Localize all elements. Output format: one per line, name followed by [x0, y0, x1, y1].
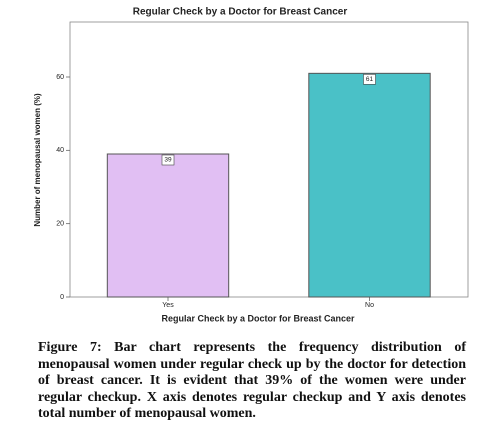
value-label-box	[363, 74, 376, 85]
y-tick-label: 40	[56, 147, 64, 154]
chart-title: Regular Check by a Doctor for Breast Can…	[133, 7, 348, 18]
x-tick-label: No	[365, 302, 374, 309]
value-label-box	[161, 154, 175, 166]
figure-caption: Figure 7: Bar chart represents the frequ…	[38, 340, 466, 421]
y-axis-label: Number of menopausal women (%)	[33, 93, 42, 227]
x-axis-label: Regular Check by a Doctor for Breast Can…	[161, 313, 355, 323]
bar	[308, 72, 431, 298]
value-label: 61	[366, 76, 374, 83]
bar	[106, 153, 230, 298]
value-label: 39	[164, 157, 172, 164]
y-tick-label: 20	[56, 221, 64, 228]
chart: Regular Check by a Doctor for Breast Can…	[33, 7, 469, 323]
y-tick-label: 60	[56, 74, 64, 81]
y-tick-label: 0	[60, 294, 64, 301]
x-tick-label: Yes	[162, 302, 174, 309]
